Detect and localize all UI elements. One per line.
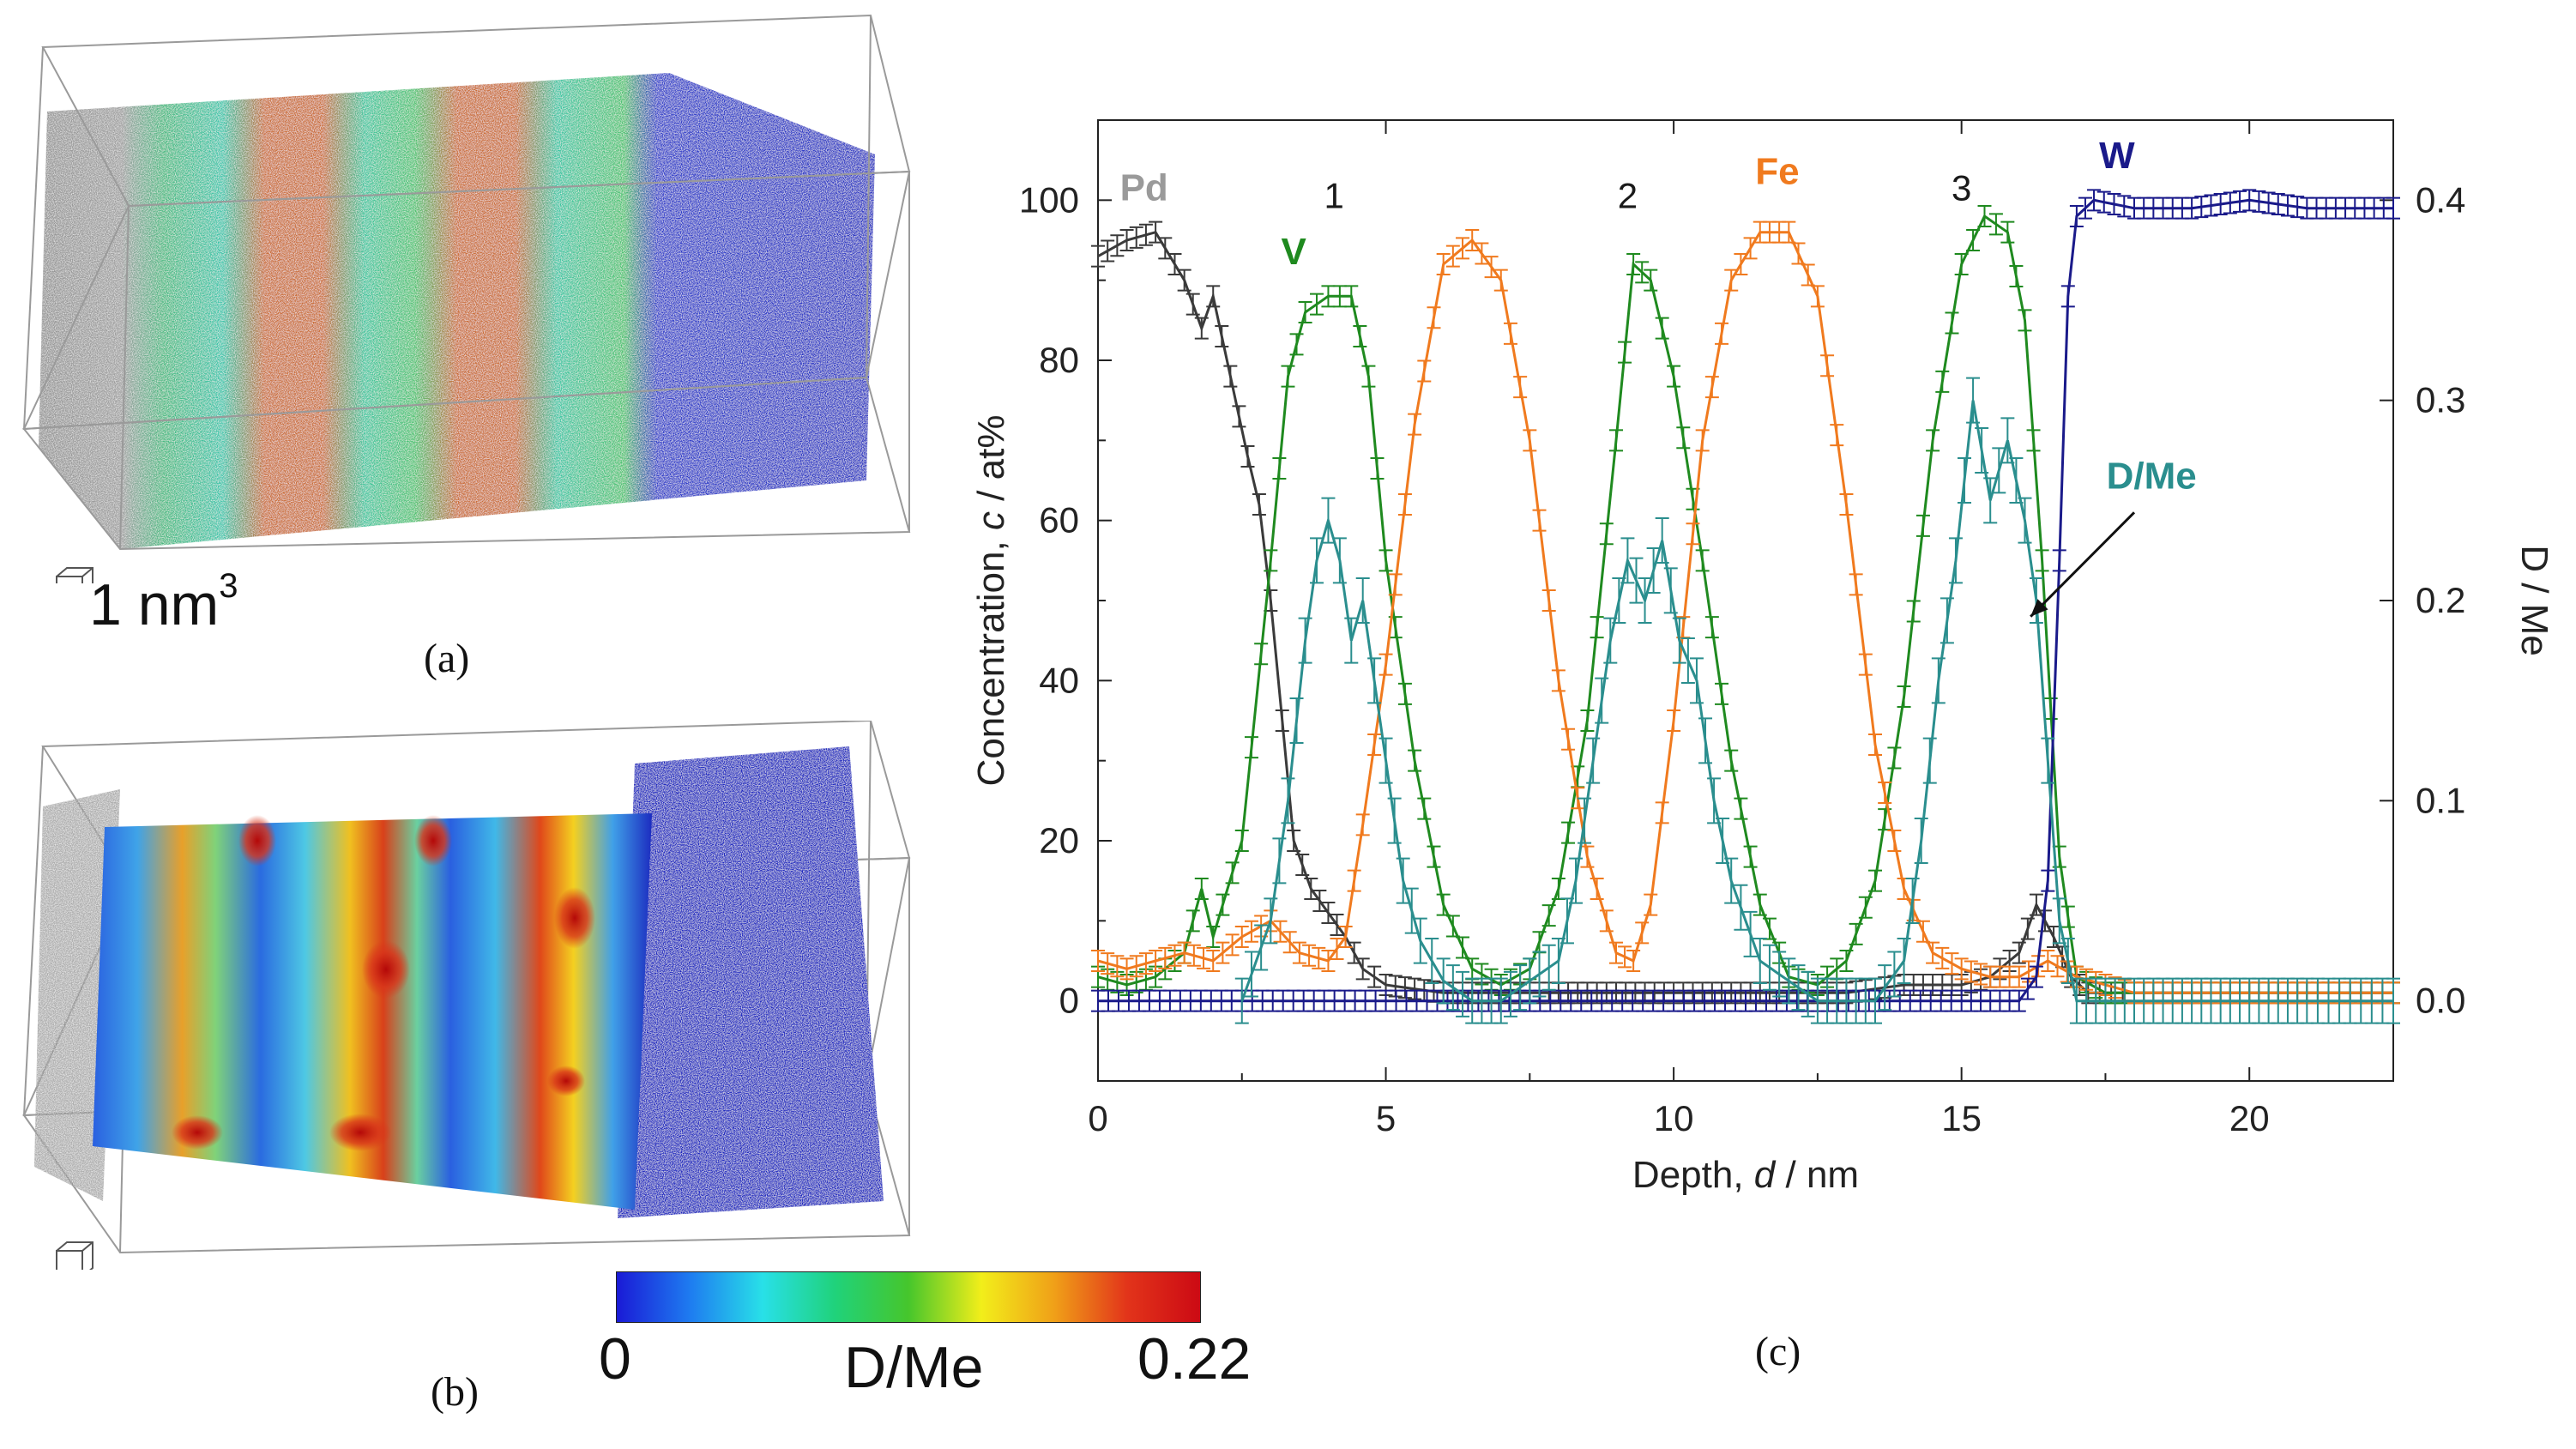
x-tick-label: 0 xyxy=(1088,1098,1107,1138)
caption-b: (b) xyxy=(431,1369,479,1415)
scale-exponent: 3 xyxy=(219,567,238,606)
colorbar-min-label: 0 xyxy=(599,1326,631,1392)
y2-tick-label: 0.2 xyxy=(2416,580,2465,620)
series-w xyxy=(1091,189,2400,1012)
atom-map-panel-a xyxy=(22,14,911,583)
depth-profile-chart: 0 5 10 15 20 0 20 40 60 80 100 0.0 0.1 0.2 0.3 0.4 Depth… xyxy=(970,119,2555,1196)
series-label: Fe xyxy=(1755,151,1799,193)
series-label: Pd xyxy=(1120,166,1168,208)
series-line xyxy=(1097,214,2393,994)
series-label: V xyxy=(1281,231,1306,273)
scale-label-a: 1 nm3 xyxy=(89,567,238,637)
dme-map-panel-b xyxy=(22,721,911,1270)
scale-cube-icon xyxy=(56,1241,94,1270)
layer-annotation: 2 xyxy=(1618,176,1638,216)
y2-tick-label: 0.1 xyxy=(2416,780,2465,820)
annotation-arrow-head xyxy=(2030,599,2048,617)
y-tick-label: 0 xyxy=(1059,981,1079,1021)
y-tick-label: 80 xyxy=(1039,340,1079,380)
chart-labels: Pd V Fe W D/Me 1 2 3 xyxy=(1120,135,2197,618)
y-tick-label: 20 xyxy=(1039,820,1079,860)
y-tick-label: 100 xyxy=(1019,179,1079,220)
y2-tick-label: 0.3 xyxy=(2416,380,2465,420)
dme-slice xyxy=(93,813,652,1210)
series-line xyxy=(1098,198,2393,1003)
chart-series xyxy=(1091,189,2400,1024)
y2-tick-label: 0.0 xyxy=(2416,981,2465,1021)
y-tick-label: 40 xyxy=(1039,660,1079,700)
y-tick-label: 60 xyxy=(1039,500,1079,540)
series-line xyxy=(1240,400,2393,1003)
x-tick-label: 20 xyxy=(2229,1098,2270,1138)
y2-tick-label: 0.4 xyxy=(2416,179,2465,220)
colorbar-max-label: 0.22 xyxy=(1137,1326,1252,1392)
y2-axis-title: D / Me xyxy=(2513,545,2555,656)
x-tick-label: 5 xyxy=(1376,1098,1396,1138)
x-tick-label: 15 xyxy=(1941,1098,1982,1138)
x-tick-label: 10 xyxy=(1654,1098,1694,1138)
atom-cloud-a xyxy=(39,73,875,549)
series-line xyxy=(1097,231,2393,994)
caption-c: (c) xyxy=(1755,1329,1801,1374)
colorbar xyxy=(616,1271,1201,1323)
layer-annotation: 3 xyxy=(1952,167,1971,208)
series-v xyxy=(1091,205,2400,1005)
colorbar-title: D/Me xyxy=(844,1335,984,1400)
series-label: W xyxy=(2099,135,2135,177)
x-axis-title: Depth, d / nm xyxy=(1632,1154,1859,1196)
caption-a: (a) xyxy=(424,636,470,681)
bounding-box-a xyxy=(22,14,911,551)
scale-cube-icon xyxy=(56,567,94,583)
series-label: D/Me xyxy=(2107,455,2197,497)
y-axis-title: Concentration, c / at% xyxy=(970,415,1012,787)
series-line xyxy=(1097,230,2393,994)
chart-axes: 0 5 10 15 20 0 20 40 60 80 100 0.0 0.1 0.2 0.3 0.4 Depth… xyxy=(970,119,2555,1196)
layer-annotation: 1 xyxy=(1324,176,1343,216)
annotation-arrow xyxy=(2030,511,2136,618)
series-d-me xyxy=(1234,377,2400,1024)
